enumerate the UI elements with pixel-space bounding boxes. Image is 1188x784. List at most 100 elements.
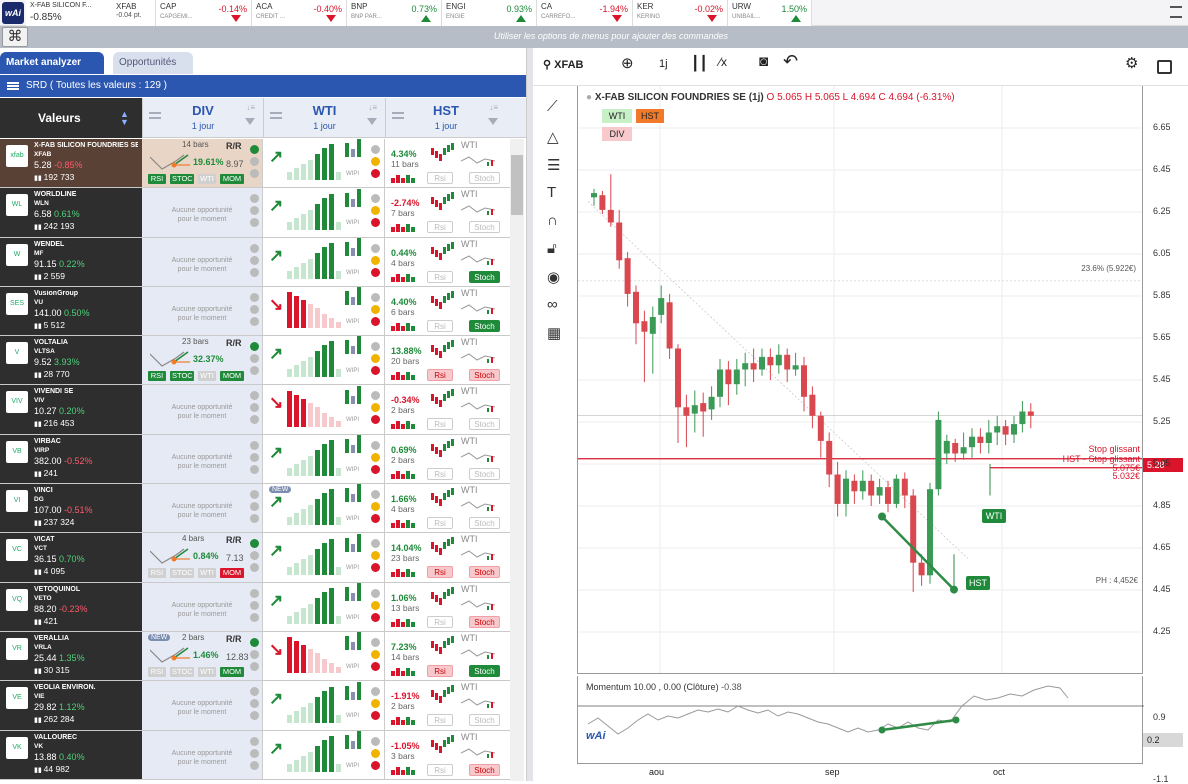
- wti-cell[interactable]: ↘ WIPI: [263, 631, 385, 681]
- table-row[interactable]: VB VIRBAC VIRP 382.00 -0.52% ▮▮ 241 Aucune op…: [0, 434, 510, 485]
- div-cell[interactable]: Aucune opportunité pour le moment: [142, 730, 263, 779]
- col-div[interactable]: DIV 1 jour ↓≡: [142, 98, 263, 138]
- hst-cell[interactable]: 0.69% 2 bars WTI Rsi Stoch: [385, 434, 506, 484]
- wti-cell[interactable]: ↗ WIPI: [263, 188, 385, 237]
- table-row[interactable]: SES VusionGroup VU 141.00 0.50% ▮▮ 5 512 Aucu…: [0, 286, 510, 337]
- table-row[interactable]: WL WORLDLINE WLN 6.58 0.61% ▮▮ 242 193 Aucune…: [0, 188, 510, 238]
- stock-cell[interactable]: SES VusionGroup VU 141.00 0.50% ▮▮ 5 512: [0, 286, 142, 336]
- timeframe-button[interactable]: 1j: [659, 58, 668, 70]
- stock-cell[interactable]: W WENDEL MF 91.15 0.22% ▮▮ 2 559: [0, 237, 142, 286]
- wti-cell[interactable]: ↗ WIPI: [263, 434, 385, 484]
- div-cell[interactable]: 14 bars 19.61% R/R 8.97 RSI STOC WTI MOM: [142, 139, 263, 188]
- calculator-icon[interactable]: ▦: [547, 325, 562, 342]
- wti-marker[interactable]: WTI: [982, 509, 1006, 523]
- hst-cell[interactable]: -0.34% 2 bars WTI Rsi Stoch: [385, 385, 506, 434]
- table-row[interactable]: VQ VETOQUINOL VETO 88.20 -0.23% ▮▮ 421 Aucune…: [0, 582, 510, 632]
- stock-cell[interactable]: VR VERALLIA VRLA 25.44 1.35% ▮▮ 30 315: [0, 631, 142, 681]
- momentum-chart[interactable]: [578, 676, 1144, 764]
- ticker-item[interactable]: KER KERING -0.02%: [633, 0, 728, 26]
- table-row[interactable]: VE VEOLIA ENVIRON. VIE 29.82 1.12% ▮▮ 262 28…: [0, 681, 510, 731]
- div-cell[interactable]: Aucune opportunité pour le moment: [142, 434, 263, 484]
- table-row[interactable]: VC VICAT VCT 36.15 0.70% ▮▮ 4 095 4 bars 0.84%…: [0, 533, 510, 583]
- col-hst[interactable]: HST 1 jour ↓≡: [385, 98, 506, 138]
- panel-splitter[interactable]: [526, 48, 533, 781]
- eye-icon[interactable]: ◉: [547, 269, 561, 286]
- hst-cell[interactable]: 1.06% 13 bars WTI Rsi Stoch: [385, 582, 506, 631]
- wti-cell[interactable]: ↘ WIPI: [263, 385, 385, 434]
- ticker-item[interactable]: ENGI ENGIE 0.93%: [442, 0, 537, 26]
- div-cell[interactable]: 4 bars 0.84% R/R 7.13 RSI STOC WTI MOM: [142, 533, 263, 582]
- list-filter-bar[interactable]: SRD ( Toutes les valeurs : 129 ): [0, 75, 526, 97]
- badge-div[interactable]: DIV: [602, 127, 632, 141]
- wti-cell[interactable]: ↗ WIPI: [263, 582, 385, 631]
- fullscreen-icon[interactable]: [1157, 60, 1172, 74]
- indicators-icon[interactable]: ⁄x: [719, 55, 728, 69]
- drag-icon[interactable]: [270, 112, 282, 119]
- stock-cell[interactable]: VK VALLOUREC VK 13.88 0.40% ▮▮ 44 982: [0, 730, 142, 779]
- div-cell[interactable]: Aucune opportunité pour le moment: [142, 582, 263, 631]
- stock-cell[interactable]: VQ VETOQUINOL VETO 88.20 -0.23% ▮▮ 421: [0, 582, 142, 631]
- hst-cell[interactable]: -2.74% 7 bars WTI Rsi Stoch: [385, 188, 506, 237]
- ticker-item[interactable]: ACA CREDIT ... -0.40%: [252, 0, 347, 26]
- hst-marker[interactable]: HST: [966, 576, 990, 590]
- price-axis[interactable]: 5.28 0.9 0.2 -1.1 6.65 6.45 6.25 6.05 5.85 5.…: [1143, 86, 1188, 784]
- ticker-item[interactable]: CA CARREFO... -1.94%: [537, 0, 633, 26]
- sort-az-icon[interactable]: ↓≡: [246, 103, 255, 112]
- div-cell[interactable]: Aucune opportunité pour le moment: [142, 681, 263, 730]
- candles-icon[interactable]: ┃┃: [691, 55, 708, 71]
- sort-icon[interactable]: ▲ ▼: [120, 109, 129, 127]
- settings-icon[interactable]: ⚙: [1125, 55, 1139, 72]
- lock-icon[interactable]: 🔓︎: [547, 240, 557, 257]
- ticker-item[interactable]: CAP CAPGEMI... -0.14%: [156, 0, 252, 26]
- table-row[interactable]: VR VERALLIA VRLA 25.44 1.35% ▮▮ 30 315 2 bars…: [0, 631, 510, 682]
- table-row[interactable]: W WENDEL MF 91.15 0.22% ▮▮ 2 559 Aucune oppor…: [0, 237, 510, 287]
- wti-cell[interactable]: ↗ WIPI: [263, 533, 385, 582]
- wti-cell[interactable]: ↘ WIPI: [263, 286, 385, 336]
- stock-cell[interactable]: V VOLTALIA VLTSA 9.52 3.93% ▮▮ 28 770: [0, 336, 142, 385]
- symbol-search[interactable]: ⚲ XFAB: [543, 58, 583, 71]
- badge-wti[interactable]: WTI: [602, 109, 632, 123]
- wti-cell[interactable]: ↗ WIPI: [263, 336, 385, 385]
- stock-cell[interactable]: WL WORLDLINE WLN 6.58 0.61% ▮▮ 242 193: [0, 188, 142, 237]
- hst-cell[interactable]: 1.66% 4 bars WTI Rsi Stoch: [385, 484, 506, 533]
- sort-az-icon[interactable]: ↓≡: [489, 103, 498, 112]
- col-valeurs[interactable]: Valeurs ▲ ▼: [0, 98, 142, 138]
- hst-cell[interactable]: 14.04% 23 bars WTI Rsi Stoch: [385, 533, 506, 582]
- wti-cell[interactable]: ↗ WIPI: [263, 237, 385, 286]
- table-row[interactable]: V VOLTALIA VLTSA 9.52 3.93% ▮▮ 28 770 23 bars…: [0, 336, 510, 386]
- tab-opportunites[interactable]: Opportunités: [113, 52, 193, 74]
- candlestick-chart[interactable]: [578, 86, 1143, 674]
- filter-icon[interactable]: [488, 118, 498, 125]
- price-pane[interactable]: ● X-FAB SILICON FOUNDRIES SE (1j) O 5.06…: [577, 86, 1143, 674]
- hst-cell[interactable]: 4.34% 11 bars WTI Rsi Stoch: [385, 139, 506, 188]
- div-cell[interactable]: 23 bars 32.37% R/R RSI STOC WTI MOM: [142, 336, 263, 385]
- app-logo[interactable]: wAi: [2, 2, 24, 24]
- sort-az-icon[interactable]: ↓≡: [368, 103, 377, 112]
- drag-icon[interactable]: [392, 112, 404, 119]
- stock-cell[interactable]: VB VIRBAC VIRP 382.00 -0.52% ▮▮ 241: [0, 434, 142, 484]
- camera-icon[interactable]: ◙: [759, 53, 769, 70]
- filter-icon[interactable]: [245, 118, 255, 125]
- ticker-item[interactable]: BNP BNP PAR... 0.73%: [347, 0, 442, 26]
- div-cell[interactable]: Aucune opportunité pour le moment: [142, 188, 263, 237]
- table-row[interactable]: xfab X-FAB SILICON FOUNDRIES SE XFAB 5.28 -…: [0, 139, 510, 189]
- momentum-pane[interactable]: Momentum 10.00 , 0.00 (Clôture) -0.38 wA…: [577, 676, 1144, 764]
- stock-cell[interactable]: VI VINCI DG 107.00 -0.51% ▮▮ 237 324: [0, 484, 142, 533]
- table-row[interactable]: VI VINCI DG 107.00 -0.51% ▮▮ 237 324 Aucune o…: [0, 484, 510, 534]
- ticker-item[interactable]: URW UNIBAIL... 1.50%: [728, 0, 812, 26]
- div-cell[interactable]: Aucune opportunité pour le moment: [142, 237, 263, 286]
- badge-hst[interactable]: HST: [636, 109, 664, 123]
- fib-icon[interactable]: ☰: [547, 157, 561, 174]
- hst-cell[interactable]: 0.44% 4 bars WTI Rsi Stoch: [385, 237, 506, 286]
- div-cell[interactable]: 2 bars 1.46% R/R 12.83 NEW RSI STOC WTI MOM: [142, 631, 263, 681]
- list-scrollbar[interactable]: [510, 139, 524, 781]
- stock-cell[interactable]: xfab X-FAB SILICON FOUNDRIES SE XFAB 5.28 -…: [0, 139, 142, 188]
- drag-icon[interactable]: [149, 112, 161, 119]
- trendline-icon[interactable]: ⟋: [547, 98, 558, 115]
- div-cell[interactable]: Aucune opportunité pour le moment: [142, 286, 263, 336]
- div-cell[interactable]: Aucune opportunité pour le moment: [142, 484, 263, 533]
- stock-cell[interactable]: VC VICAT VCT 36.15 0.70% ▮▮ 4 095: [0, 533, 142, 582]
- hst-cell[interactable]: 4.40% 6 bars WTI Rsi Stoch: [385, 286, 506, 336]
- stock-cell[interactable]: VE VEOLIA ENVIRON. VIE 29.82 1.12% ▮▮ 262 28…: [0, 681, 142, 730]
- hst-cell[interactable]: 7.23% 14 bars WTI Rsi Stoch: [385, 631, 506, 681]
